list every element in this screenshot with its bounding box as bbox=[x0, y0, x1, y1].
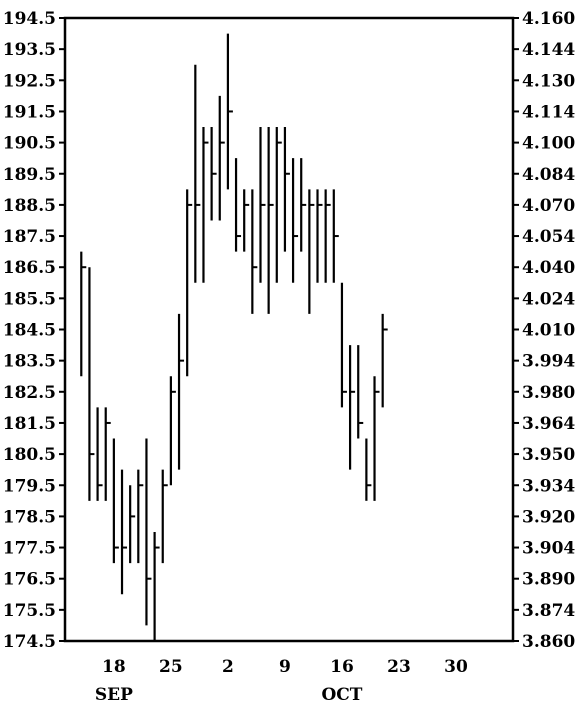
right-axis-tick-label: 3.980 bbox=[522, 383, 575, 403]
x-axis-month-label: SEP bbox=[95, 685, 133, 705]
left-axis-tick-label: 178.5 bbox=[3, 507, 56, 527]
right-axis-tick-label: 3.890 bbox=[522, 570, 575, 590]
x-axis: 18 25 2 9 16 23 30 SEP OCT bbox=[95, 657, 468, 705]
left-axis-tick-label: 183.5 bbox=[3, 352, 56, 372]
left-axis-tick-label: 189.5 bbox=[3, 165, 56, 185]
right-axis-tick-label: 4.084 bbox=[522, 165, 575, 185]
right-axis-tick-label: 4.070 bbox=[522, 196, 575, 216]
x-axis-tick-label: 23 bbox=[387, 657, 411, 677]
x-axis-tick-label: 18 bbox=[102, 657, 126, 677]
right-axis-tick-label: 4.160 bbox=[522, 9, 575, 29]
left-axis-tick-label: 188.5 bbox=[3, 196, 56, 216]
left-axis-tick-label: 187.5 bbox=[3, 227, 56, 247]
left-axis: 194.5 193.5 192.5 191.5 190.5 189.5 188.5 187.5… bbox=[3, 9, 65, 652]
left-axis-tick-label: 190.5 bbox=[3, 134, 56, 154]
left-axis-tick-label: 191.5 bbox=[3, 102, 56, 122]
right-axis-tick-label: 4.010 bbox=[522, 321, 575, 341]
left-axis-tick-label: 180.5 bbox=[3, 445, 56, 465]
left-axis-tick-label: 174.5 bbox=[3, 632, 56, 652]
right-axis-tick-label: 4.024 bbox=[522, 289, 575, 309]
right-axis-tick-label: 3.920 bbox=[522, 507, 575, 527]
left-axis-tick-label: 185.5 bbox=[3, 289, 56, 309]
right-axis-tick-label: 4.054 bbox=[522, 227, 575, 247]
right-axis-tick-label: 4.040 bbox=[522, 258, 575, 278]
plot-area-frame bbox=[63, 16, 515, 643]
x-axis-tick-label: 9 bbox=[279, 657, 291, 677]
left-axis-tick-label: 194.5 bbox=[3, 9, 56, 29]
right-axis-tick-label: 3.874 bbox=[522, 601, 575, 621]
left-axis-tick-label: 182.5 bbox=[3, 383, 56, 403]
right-axis-tick-label: 3.964 bbox=[522, 414, 575, 434]
left-axis-tick-label: 179.5 bbox=[3, 476, 56, 496]
left-axis-tick-label: 181.5 bbox=[3, 414, 56, 434]
right-axis-tick-label: 3.994 bbox=[522, 352, 575, 372]
left-axis-tick-label: 175.5 bbox=[3, 601, 56, 621]
left-axis-tick-label: 193.5 bbox=[3, 40, 56, 60]
x-axis-tick-label: 16 bbox=[330, 657, 354, 677]
right-axis: 4.160 4.144 4.130 4.114 4.100 4.084 4.070 4.054… bbox=[513, 9, 575, 652]
x-axis-tick-label: 30 bbox=[444, 657, 468, 677]
price-bars bbox=[80, 33, 388, 641]
left-axis-tick-label: 177.5 bbox=[3, 539, 56, 559]
right-axis-tick-label: 3.904 bbox=[522, 539, 575, 559]
left-axis-tick-label: 186.5 bbox=[3, 258, 56, 278]
right-axis-tick-label: 4.144 bbox=[522, 40, 575, 60]
left-axis-tick-label: 176.5 bbox=[3, 570, 56, 590]
right-axis-tick-label: 4.130 bbox=[522, 71, 575, 91]
left-axis-tick-label: 184.5 bbox=[3, 321, 56, 341]
right-axis-tick-label: 3.860 bbox=[522, 632, 575, 652]
x-axis-tick-label: 25 bbox=[159, 657, 183, 677]
right-axis-tick-label: 3.950 bbox=[522, 445, 575, 465]
right-axis-tick-label: 4.114 bbox=[522, 102, 575, 122]
left-axis-tick-label: 192.5 bbox=[3, 71, 56, 91]
x-axis-month-label: OCT bbox=[321, 685, 362, 705]
x-axis-tick-label: 2 bbox=[222, 657, 234, 677]
right-axis-tick-label: 4.100 bbox=[522, 134, 575, 154]
right-axis-tick-label: 3.934 bbox=[522, 476, 575, 496]
